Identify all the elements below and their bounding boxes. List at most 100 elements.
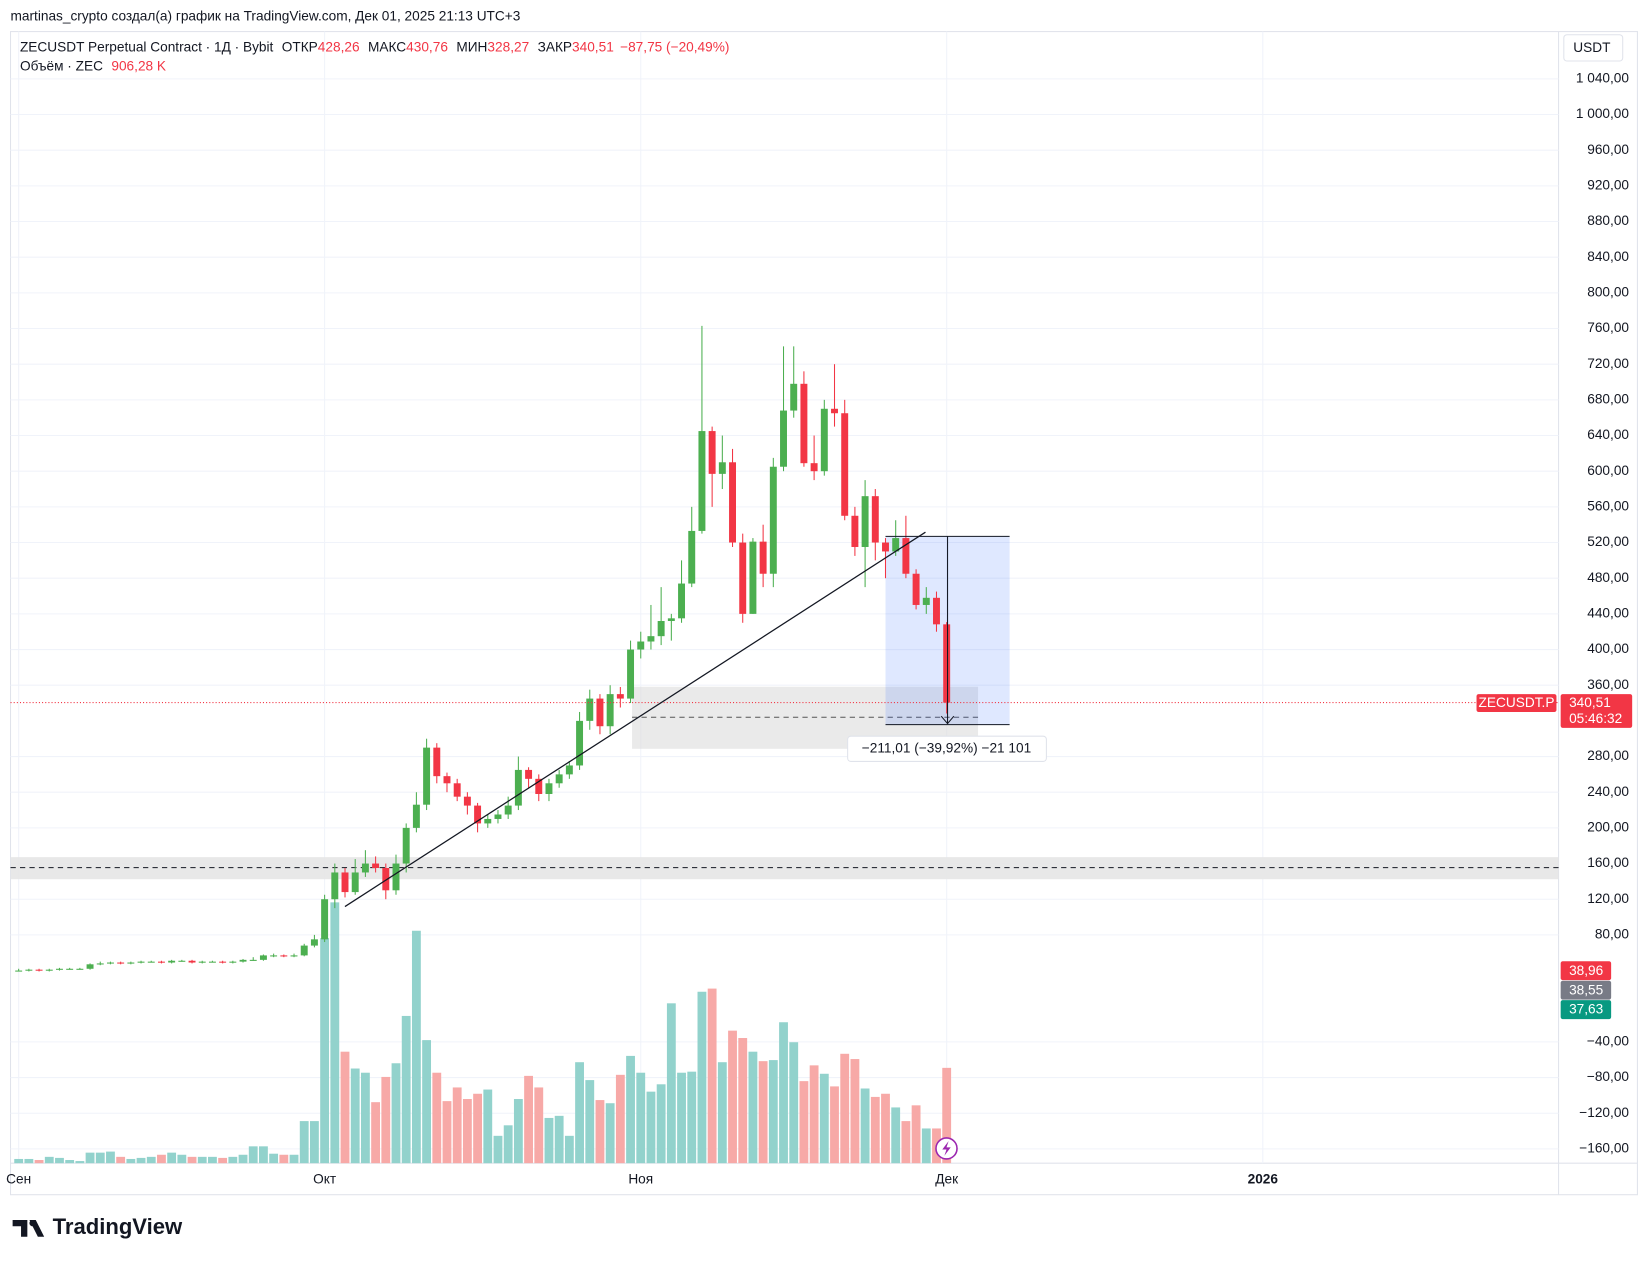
candle-body (372, 863, 380, 869)
y-tick-label: 520,00 (1587, 534, 1629, 549)
volume-bar (819, 1073, 829, 1164)
candle-body (627, 649, 635, 699)
volume-bar (14, 1158, 24, 1164)
y-tick-label: −40,00 (1587, 1034, 1630, 1049)
volume-value: 906,28 K (111, 58, 166, 73)
candle-body (392, 863, 400, 891)
candle-body (55, 968, 63, 970)
x-tick-label: 2026 (1248, 1172, 1279, 1187)
candle-body (453, 783, 461, 797)
volume-bar (564, 1135, 574, 1164)
volume-bar (136, 1157, 146, 1164)
timer-label: 05:46:32 (1569, 711, 1622, 726)
volume-bar (106, 1151, 115, 1164)
volume-bar (289, 1154, 299, 1164)
header: martinas_crypto создал(а) график на Trad… (11, 8, 521, 23)
volume-bar (228, 1156, 238, 1164)
y-tick-label: 640,00 (1587, 427, 1629, 442)
volume-bar (789, 1042, 799, 1164)
legend-value: 340,51 (572, 39, 614, 54)
volume-bar (513, 1099, 523, 1164)
legend-key: МАКС (368, 39, 406, 54)
candle-body (718, 462, 726, 474)
symbol-tag (1476, 694, 1557, 713)
candle-body (494, 814, 502, 819)
candle-body (341, 872, 349, 893)
volume-bar (218, 1157, 228, 1164)
volume-bar (381, 1076, 391, 1164)
y-tick-label: 800,00 (1587, 284, 1629, 299)
candle-body (922, 597, 930, 605)
volume-bar (187, 1156, 197, 1164)
currency-button[interactable] (1563, 34, 1624, 62)
volume-bar (279, 1154, 289, 1164)
volume-bar (840, 1053, 850, 1164)
volume-bar (248, 1146, 258, 1164)
volume-bar (666, 1003, 676, 1164)
candle-body (729, 462, 736, 543)
legend: ZECUSDT Perpetual Contract · 1Д · Bybit О… (20, 39, 729, 54)
volume-legend: Объём · ZEC 906,28 K (20, 58, 166, 73)
trend-line (344, 531, 926, 908)
volume-bar (626, 1055, 635, 1164)
legend-key: ЗАКР (538, 39, 572, 54)
y-tick-label: −160,00 (1579, 1141, 1629, 1156)
volume-bar (116, 1156, 126, 1164)
y-tick-label: −120,00 (1579, 1105, 1629, 1120)
candle-body (851, 515, 859, 547)
candle-body (861, 496, 869, 547)
indicator-tag (1560, 1000, 1612, 1020)
legend-value: 328,27 (487, 39, 529, 54)
volume-bar (350, 1068, 360, 1164)
y-tick-label: 440,00 (1587, 605, 1629, 620)
y-tick-label: 240,00 (1587, 784, 1629, 799)
volume-bar (768, 1060, 778, 1164)
candle-body (514, 769, 522, 806)
volume-bar (55, 1157, 64, 1164)
candle-body (25, 969, 33, 971)
volume-bar (462, 1099, 472, 1164)
y-tick-label: 720,00 (1587, 356, 1629, 371)
measure-label-box (847, 735, 1047, 762)
currency: USDT (1573, 40, 1611, 55)
candle-body (188, 960, 196, 963)
x-tick-label: Ноя (628, 1172, 653, 1187)
volume-bar (85, 1152, 95, 1164)
candle-body (769, 466, 777, 574)
candle-body (841, 413, 849, 516)
candle-body (484, 818, 492, 824)
volume-bar (493, 1135, 503, 1164)
volume-bar (738, 1038, 748, 1164)
candle-body (565, 765, 573, 775)
volume-bar (259, 1146, 268, 1164)
candle-body (229, 961, 237, 963)
volume-bar (330, 902, 340, 1164)
volume-bar (524, 1075, 533, 1164)
y-tick-label: 400,00 (1587, 641, 1629, 656)
candle-body (780, 410, 787, 467)
indicator-tag (1560, 980, 1612, 1000)
volume-bar (697, 991, 707, 1164)
y-tick-label: 680,00 (1587, 391, 1629, 406)
volume-bar (340, 1051, 350, 1164)
volume-bar (411, 930, 421, 1164)
volume-bar (605, 1103, 615, 1164)
volume-bar (146, 1156, 156, 1164)
volume-bar (921, 1128, 931, 1164)
price-tag (1560, 694, 1633, 728)
candle-body (402, 827, 410, 864)
volume-bar (942, 1067, 952, 1164)
volume-bar (208, 1156, 217, 1164)
volume-bar (44, 1156, 54, 1164)
candle-body (504, 805, 512, 815)
candle-body (117, 962, 125, 964)
volume-bar (320, 938, 330, 1164)
volume-bar (299, 1121, 309, 1164)
volume-bar (677, 1072, 686, 1164)
volume-bar (911, 1105, 921, 1164)
volume-bar (177, 1154, 187, 1164)
y-tick-label: 960,00 (1587, 142, 1629, 157)
volume-bar (891, 1107, 901, 1164)
volume-bar (554, 1115, 564, 1164)
y-tick-label: 760,00 (1587, 320, 1629, 335)
